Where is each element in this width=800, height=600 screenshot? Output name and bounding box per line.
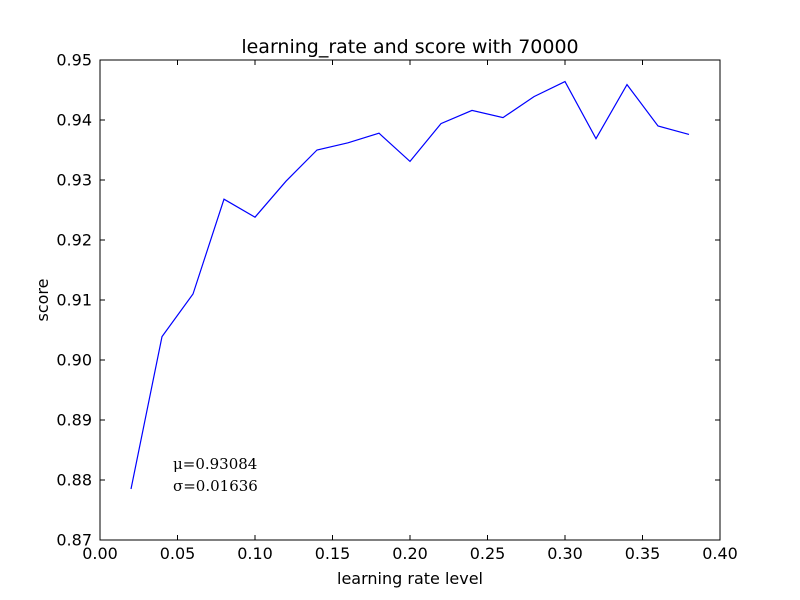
ticks-layer: 0.00 0.05 0.10 0.15 0.20 0.25 0.30 0.35 0.40 0.87…: [56, 51, 737, 564]
x-tick-label: 0.00: [82, 544, 118, 563]
x-tick-label: 0.10: [237, 544, 273, 563]
y-tick-label: 0.89: [56, 411, 92, 430]
y-axis-label: score: [33, 279, 52, 322]
y-tick-label: 0.90: [56, 351, 92, 370]
x-tick-label: 0.25: [470, 544, 506, 563]
y-tick-label: 0.92: [56, 231, 92, 250]
y-tick-label: 0.88: [56, 471, 92, 490]
x-tick-label: 0.15: [315, 544, 351, 563]
x-tick-label: 0.20: [392, 544, 428, 563]
annotation-mean: μ=0.93084: [173, 455, 257, 473]
y-tick-label: 0.91: [56, 291, 92, 310]
x-tick-label: 0.05: [160, 544, 196, 563]
x-axis-label: learning rate level: [337, 569, 483, 588]
y-tick-label: 0.94: [56, 111, 92, 130]
x-tick-label: 0.40: [702, 544, 738, 563]
y-tick-label: 0.93: [56, 171, 92, 190]
plot-area: [99, 59, 721, 541]
chart-title: learning_rate and score with 70000: [241, 36, 578, 58]
x-tick-label: 0.35: [625, 544, 661, 563]
y-tick-label: 0.87: [56, 531, 92, 550]
y-tick-label: 0.95: [56, 51, 92, 70]
x-tick-label: 0.30: [547, 544, 583, 563]
series-line-0: [130, 80, 690, 490]
series-layer: [130, 80, 690, 490]
annotation-std-dev: σ=0.01636: [173, 477, 258, 495]
